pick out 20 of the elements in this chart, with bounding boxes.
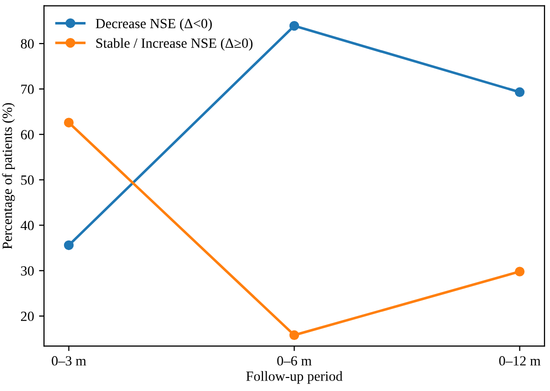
point: [289, 330, 300, 340]
y-tick-label: 30: [21, 266, 34, 276]
y-tick-label: 50: [21, 175, 34, 185]
y-axis-title: Percentage of patients (%): [2, 103, 15, 250]
x-axis-title: Follow-up period: [246, 371, 342, 384]
y-tick-label: 70: [21, 84, 34, 94]
y-tick-label: 20: [21, 312, 34, 322]
x-tick-label: 0–6 m: [277, 356, 312, 366]
y-tick-label: 40: [20, 220, 34, 230]
legend-label: Stable / Increase NSE (Δ≥0): [96, 38, 252, 51]
x-tick-label: 0–12 m: [499, 356, 541, 366]
point: [514, 266, 525, 276]
point: [289, 20, 300, 31]
point: [64, 240, 74, 250]
point: [64, 118, 74, 128]
y-tick-label: 80: [20, 39, 34, 49]
legend-label: Decrease NSE (Δ<0): [96, 18, 212, 32]
point: [514, 87, 525, 98]
y-tick-label: 60: [20, 130, 34, 140]
x-tick-label: 0–3 m: [52, 356, 86, 366]
